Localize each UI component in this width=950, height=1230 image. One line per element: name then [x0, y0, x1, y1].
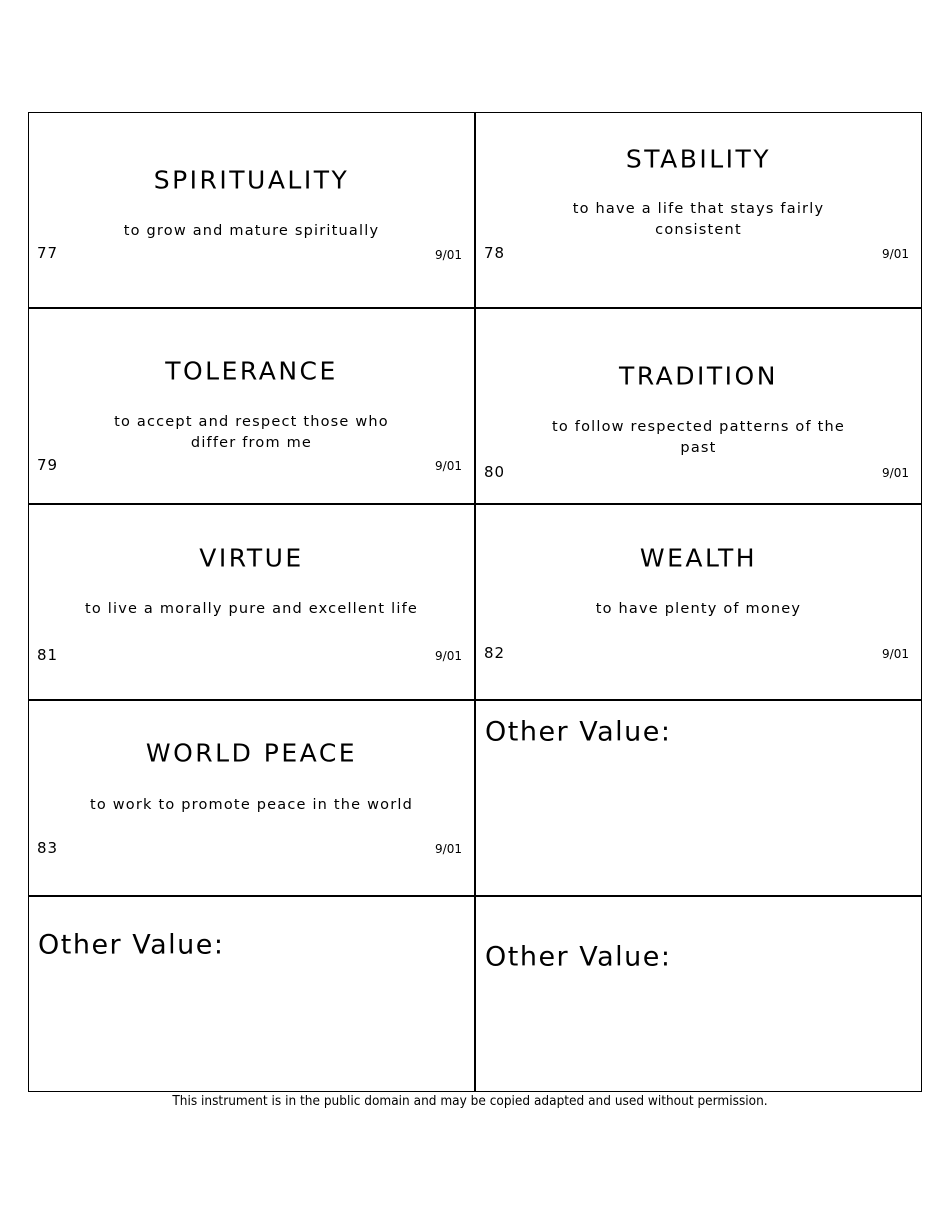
card-number: 82	[484, 644, 506, 662]
value-card-virtue: VIRTUE to live a morally pure and excell…	[28, 504, 475, 700]
card-number: 80	[484, 463, 506, 481]
card-number: 81	[37, 646, 59, 664]
other-value-card: Other Value:	[28, 896, 475, 1092]
value-card-spirituality: SPIRITUALITY to grow and mature spiritua…	[28, 112, 475, 308]
card-description: to live a morally pure and excellent lif…	[84, 601, 418, 617]
value-card-tolerance: TOLERANCE to accept and respect those wh…	[28, 308, 475, 504]
card-title: SPIRITUALITY	[153, 165, 350, 195]
card-date: 9/01	[435, 459, 462, 473]
card-description: to grow and mature spiritually	[123, 223, 380, 239]
card-date: 9/01	[435, 649, 462, 663]
card-title: WEALTH	[639, 543, 758, 573]
card-title: WORLD PEACE	[145, 738, 358, 768]
card-description: to work to promote peace in the world	[89, 797, 414, 813]
card-description: to follow respected patterns of the past	[552, 419, 845, 456]
card-number: 78	[484, 244, 506, 262]
card-number: 77	[37, 244, 59, 262]
card-description: to accept and respect those who differ f…	[114, 414, 389, 451]
value-card-stability: STABILITY to have a life that stays fair…	[475, 112, 922, 308]
card-description: to have plenty of money	[595, 601, 802, 617]
other-value-label: Other Value:	[485, 941, 672, 973]
value-card-tradition: TRADITION to follow respected patterns o…	[475, 308, 922, 504]
other-value-card: Other Value:	[475, 896, 922, 1092]
card-date: 9/01	[882, 647, 909, 661]
card-number: 83	[37, 839, 59, 857]
card-title: TRADITION	[619, 361, 778, 391]
value-card-world-peace: WORLD PEACE to work to promote peace in …	[28, 700, 475, 896]
card-title: TOLERANCE	[165, 356, 338, 386]
card-number: 79	[37, 456, 59, 474]
card-date: 9/01	[882, 466, 909, 480]
other-value-label: Other Value:	[38, 929, 225, 961]
other-value-label: Other Value:	[485, 716, 672, 748]
other-value-card: Other Value:	[475, 700, 922, 896]
card-date: 9/01	[435, 842, 462, 856]
card-date: 9/01	[435, 248, 462, 262]
card-title: VIRTUE	[199, 543, 304, 573]
card-title: STABILITY	[625, 144, 772, 174]
footer-notice: This instrument is in the public domain …	[172, 1093, 768, 1109]
card-date: 9/01	[882, 247, 909, 261]
value-card-wealth: WEALTH to have plenty of money 82 9/01	[475, 504, 922, 700]
card-description: to have a life that stays fairly consist…	[572, 201, 825, 238]
